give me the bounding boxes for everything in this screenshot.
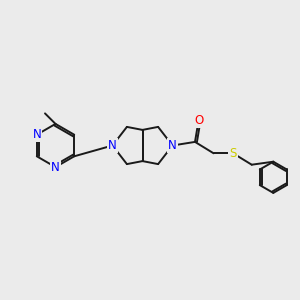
Text: O: O: [194, 114, 203, 127]
Text: N: N: [51, 160, 60, 174]
Text: S: S: [230, 147, 237, 160]
Text: N: N: [168, 139, 177, 152]
Text: N: N: [108, 139, 117, 152]
Text: N: N: [32, 128, 41, 141]
